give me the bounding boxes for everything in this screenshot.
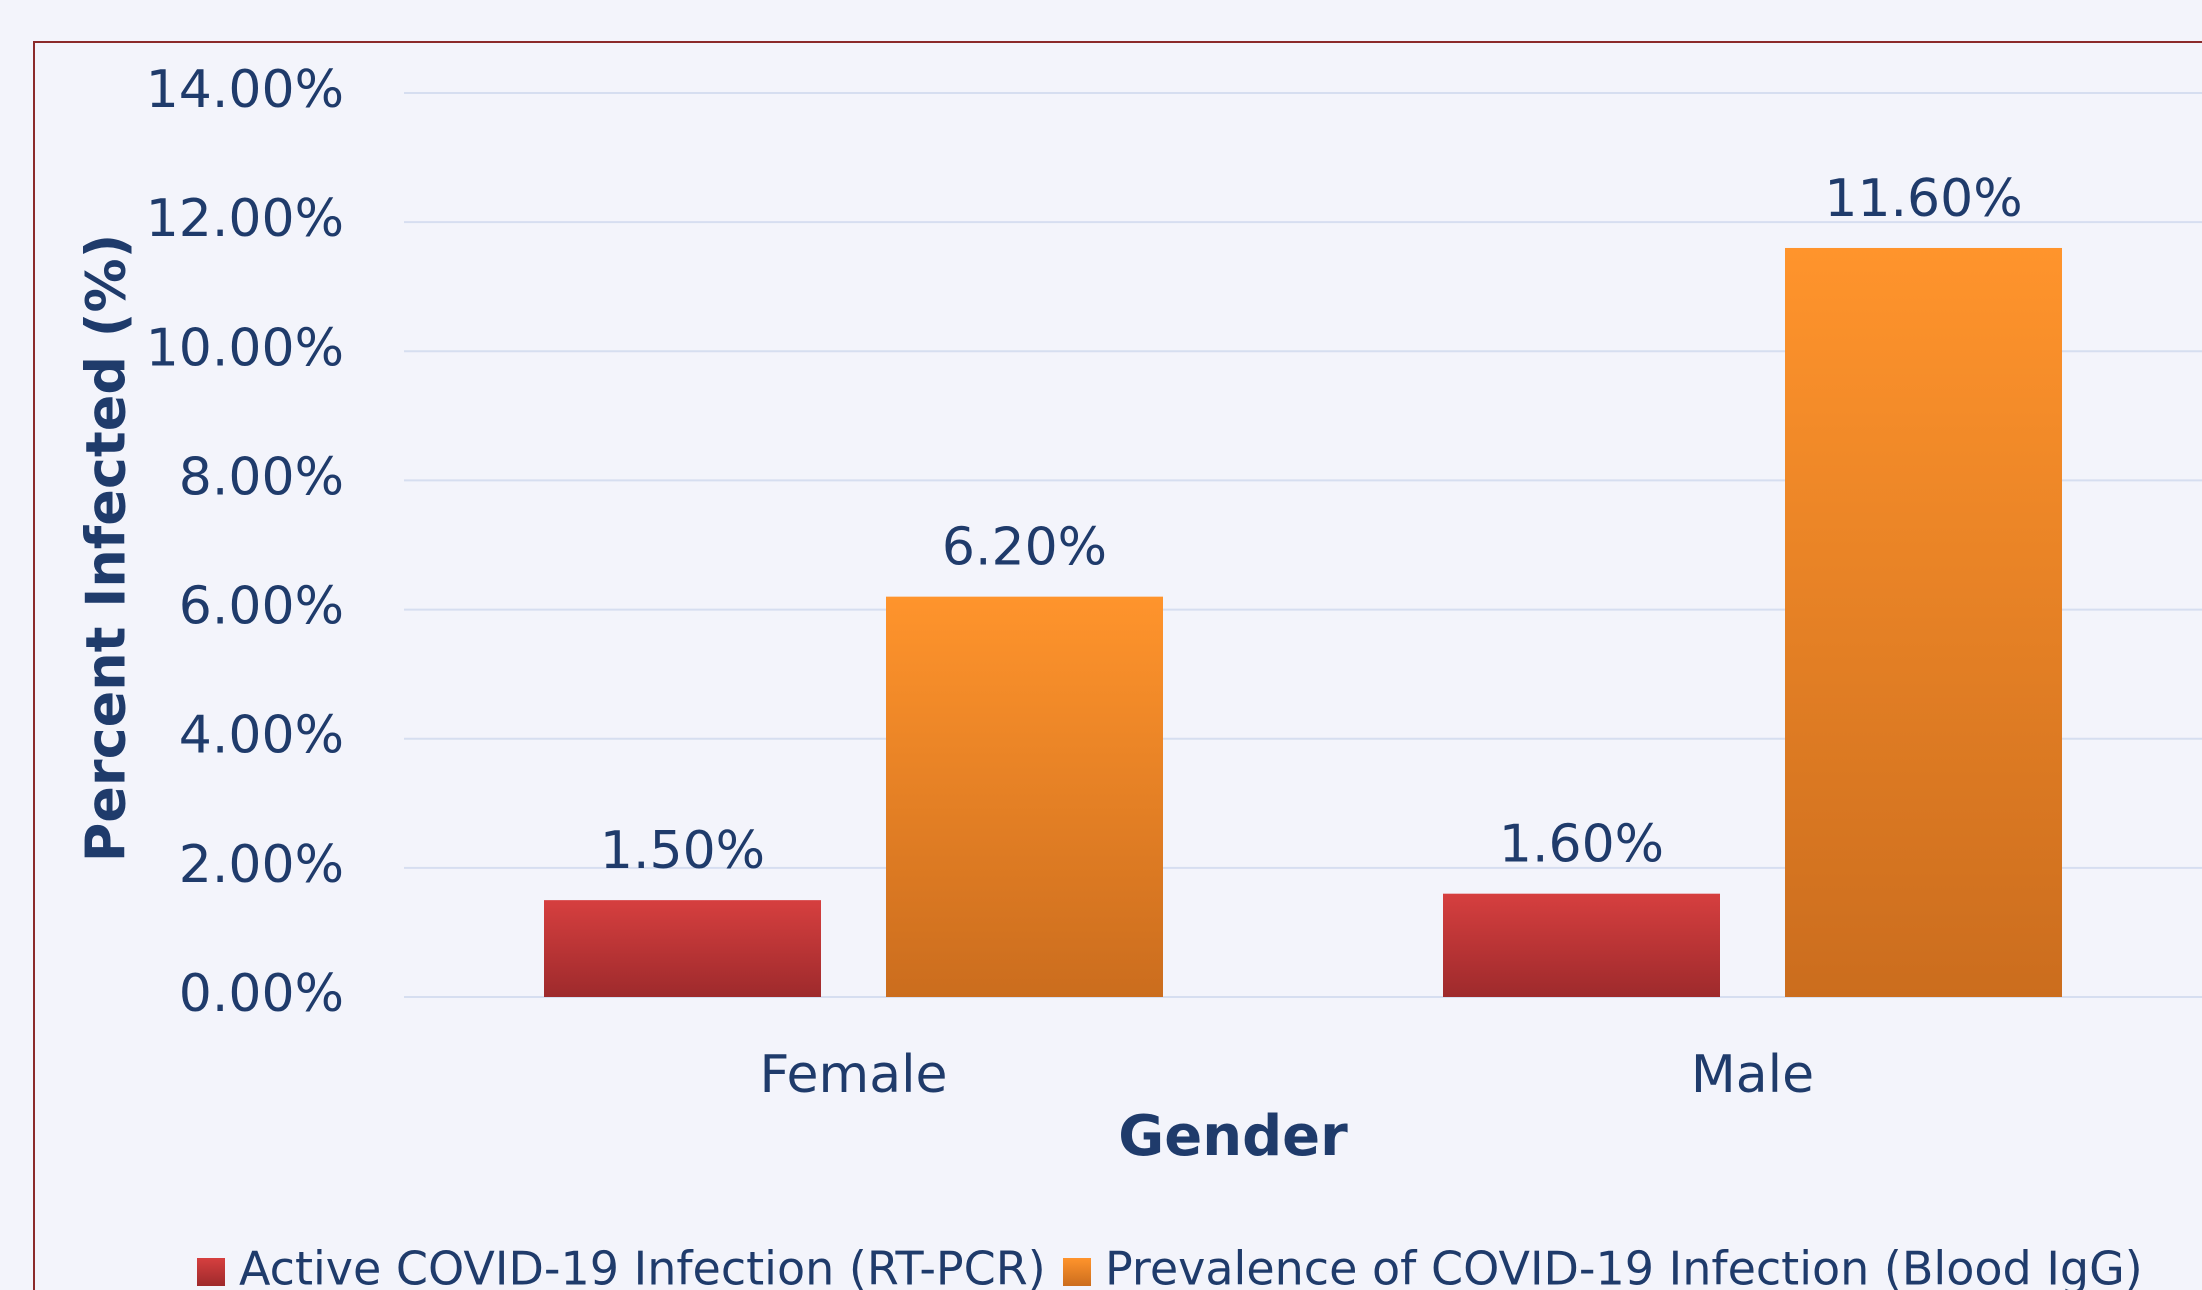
legend-swatch: [197, 1258, 225, 1286]
y-tick-label: 10.00%: [146, 318, 344, 378]
y-tick-label: 2.00%: [179, 835, 344, 895]
x-tick-label: Female: [759, 1045, 947, 1105]
bar: [1443, 893, 1720, 997]
legend-label: Active COVID-19 Infection (RT-PCR): [239, 1242, 1046, 1290]
y-tick-label: 6.00%: [179, 577, 344, 637]
data-label: 6.20%: [942, 518, 1107, 578]
x-tick-label: Male: [1691, 1045, 1814, 1105]
y-tick-label: 12.00%: [146, 189, 344, 249]
y-tick-label: 14.00%: [146, 60, 344, 120]
legend-label: Prevalence of COVID-19 Infection (Blood …: [1105, 1242, 2143, 1290]
bar: [886, 596, 1163, 997]
data-label: 11.60%: [1824, 169, 2022, 229]
y-tick-label: 0.00%: [179, 964, 344, 1024]
y-tick-label: 8.00%: [179, 447, 344, 507]
data-label: 1.60%: [1499, 815, 1664, 875]
data-label: 1.50%: [600, 821, 765, 881]
y-axis-label: Percent Infected (%): [75, 234, 138, 863]
x-axis-label: Gender: [1118, 1104, 1348, 1169]
bar: [1785, 247, 2062, 997]
bar: [544, 900, 821, 997]
legend-swatch: [1063, 1258, 1091, 1286]
y-tick-label: 4.00%: [179, 706, 344, 766]
